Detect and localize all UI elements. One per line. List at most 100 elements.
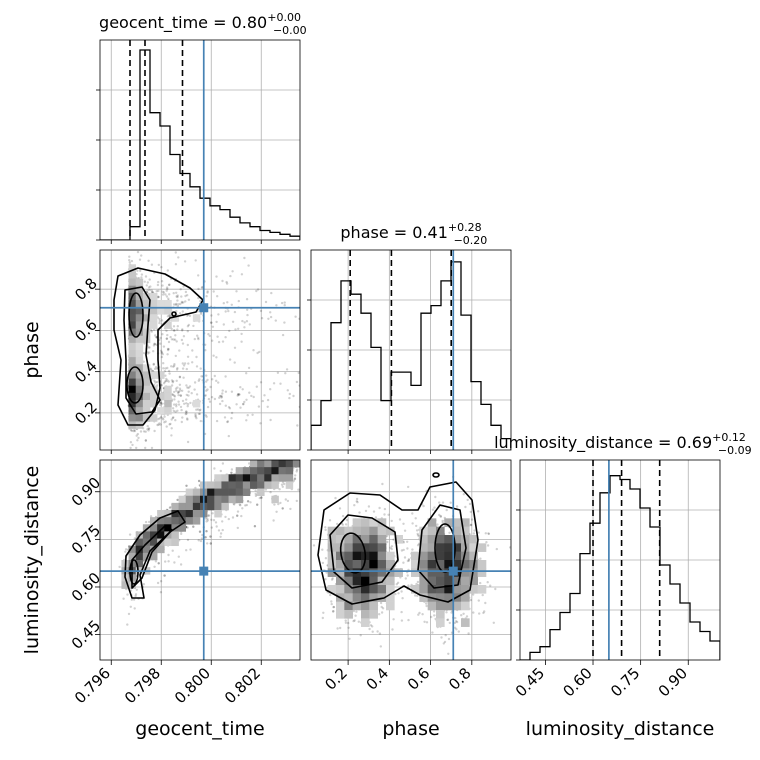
density-cell (228, 495, 237, 504)
scatter-point (143, 280, 146, 283)
scatter-point (167, 553, 170, 557)
density-cell (185, 510, 194, 518)
scatter-point (205, 530, 208, 533)
scatter-point (170, 365, 173, 368)
scatter-point (175, 403, 178, 406)
scatter-point (286, 453, 288, 455)
scatter-point (297, 371, 300, 375)
scatter-point (144, 446, 147, 450)
scatter-point (159, 423, 162, 426)
scatter-point (302, 299, 304, 301)
density-cell (135, 300, 144, 308)
scatter-point (172, 365, 175, 368)
scatter-point (297, 457, 299, 459)
scatter-point (186, 526, 189, 529)
scatter-point (240, 332, 243, 336)
scatter-point (168, 372, 171, 375)
truth-marker (199, 303, 209, 313)
scatter-point (281, 485, 284, 488)
scatter-point (188, 314, 192, 318)
scatter-point (185, 549, 188, 552)
scatter-point (175, 302, 178, 306)
scatter-point (139, 269, 142, 273)
density-cell (157, 510, 165, 518)
scatter-point (263, 394, 266, 397)
scatter-point (269, 315, 273, 319)
scatter-point (181, 342, 185, 345)
scatter-point (192, 525, 195, 528)
scatter-point (176, 299, 179, 302)
density-cell (128, 552, 137, 561)
scatter-point (179, 394, 182, 397)
scatter-point (288, 456, 290, 458)
scatter-point (333, 311, 335, 313)
scatter-point (173, 363, 176, 366)
density-cell (135, 350, 144, 358)
scatter-point (174, 419, 177, 422)
scatter-point (238, 393, 241, 396)
scatter-point (204, 343, 207, 346)
scatter-point (294, 454, 296, 456)
density-cell (135, 392, 144, 401)
scatter-point (298, 454, 300, 456)
scatter-point (204, 536, 207, 539)
panel-2-1 (310, 459, 512, 661)
density-cell (257, 474, 265, 482)
scatter-point (185, 367, 188, 371)
density-cell (135, 552, 144, 561)
scatter-point (245, 320, 249, 323)
scatter-point (180, 408, 183, 412)
density-cell (164, 300, 172, 308)
scatter-point (236, 394, 239, 397)
scatter-point (370, 403, 372, 405)
density-cell (142, 314, 151, 322)
scatter-point (399, 392, 401, 394)
scatter-point (177, 393, 180, 397)
density-cell (207, 502, 215, 511)
scatter-point (289, 507, 292, 511)
density-cell (264, 460, 272, 468)
scatter-point (295, 452, 297, 454)
scatter-point (126, 593, 129, 596)
scatter-point (329, 303, 331, 305)
scatter-point (238, 393, 241, 396)
scatter-point (292, 479, 296, 482)
scatter-point (237, 327, 240, 330)
scatter-point (235, 403, 238, 406)
density-cell (128, 278, 137, 287)
scatter-point (241, 507, 244, 510)
scatter-point (170, 434, 173, 437)
scatter-point (150, 289, 153, 292)
density-cell (142, 328, 151, 337)
scatter-point (230, 471, 233, 474)
scatter-point (182, 335, 186, 338)
scatter-point (156, 423, 159, 427)
scatter-point (150, 290, 154, 294)
scatter-point (181, 362, 184, 365)
scatter-point (185, 393, 188, 397)
scatter-point (285, 368, 289, 371)
scatter-point (257, 453, 259, 455)
scatter-point (294, 454, 296, 456)
scatter-point (252, 447, 254, 449)
scatter-point (295, 468, 299, 471)
scatter-point (259, 309, 263, 313)
scatter-point (228, 329, 231, 333)
scatter-point (231, 270, 234, 273)
scatter-point (161, 290, 164, 293)
scatter-point (288, 396, 291, 400)
scatter-point (166, 379, 169, 382)
density-cell (192, 517, 201, 525)
scatter-point (161, 293, 165, 296)
density-cell (185, 488, 194, 497)
scatter-point (168, 314, 171, 317)
density-cell (150, 371, 158, 379)
scatter-point (170, 418, 173, 421)
density-cell (150, 321, 158, 329)
scatter-point (255, 289, 258, 293)
density-cell (142, 321, 151, 329)
scatter-point (180, 295, 183, 298)
scatter-point (205, 530, 208, 533)
density-cell (150, 307, 158, 315)
scatter-point (139, 430, 143, 433)
